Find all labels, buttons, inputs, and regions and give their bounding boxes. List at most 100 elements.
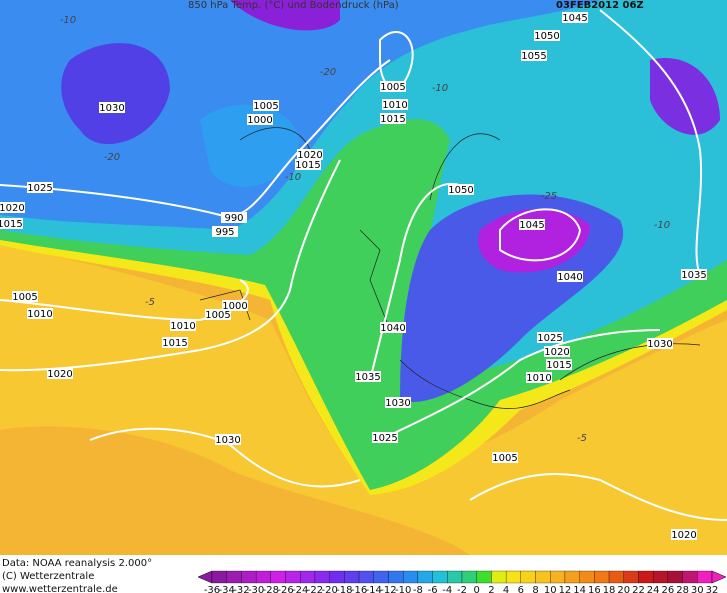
cool-patch xyxy=(200,104,300,187)
isobar xyxy=(0,59,391,218)
colorbar-tick-label: 8 xyxy=(532,585,538,593)
colorbar-tick-label: -2 xyxy=(457,585,467,593)
isobar-label-bg xyxy=(0,202,25,213)
colorbar-cell xyxy=(608,570,624,584)
colorbar-cell xyxy=(270,570,286,584)
colorbar-cell xyxy=(211,570,227,584)
colorbar-cell xyxy=(550,570,566,584)
footer-copyright: (C) Wetterzentrale xyxy=(2,571,94,582)
isobar-label-bg xyxy=(647,338,673,349)
colorbar-tick-label: 22 xyxy=(632,585,645,593)
isobar-label: 1030 xyxy=(385,398,410,409)
colorbar-cell xyxy=(285,570,301,584)
colorbar-cell xyxy=(314,570,330,584)
colorbar-tick-label: -24 xyxy=(292,585,308,593)
colorbar-cell xyxy=(653,570,669,584)
isobar-label-bg xyxy=(162,337,188,348)
isobar-label-bg xyxy=(215,434,241,445)
isobar-label: 1025 xyxy=(372,433,397,444)
colorbar-tick-label: 30 xyxy=(691,585,704,593)
colorbar-cell xyxy=(388,570,404,584)
isobar xyxy=(379,329,661,441)
colorbar-cell xyxy=(505,570,521,584)
isobar-label: 1020 xyxy=(47,369,72,380)
isobar-label-bg xyxy=(27,182,53,193)
colorbar-cell xyxy=(520,570,536,584)
isobar-label: 1025 xyxy=(537,333,562,344)
isobar-label: 1005 xyxy=(253,101,278,112)
isobar-label: 1055 xyxy=(521,51,546,62)
isobar-label-bg xyxy=(519,219,545,230)
colorbar-tick-label: -28 xyxy=(263,585,279,593)
isobar-label: 1015 xyxy=(295,160,320,171)
isobar-label: 1030 xyxy=(215,435,240,446)
colorbar-tick-label: 28 xyxy=(676,585,689,593)
temperature-label: -5 xyxy=(145,297,155,308)
colorbar-tick-label: 12 xyxy=(559,585,572,593)
colorbar-tick-label: 18 xyxy=(603,585,616,593)
colorbar-tick-label: -26 xyxy=(277,585,293,593)
colorbar-cell xyxy=(241,570,257,584)
colorbar-cell xyxy=(432,570,448,584)
colorbar-cell xyxy=(491,570,507,584)
colorbar-cell xyxy=(638,570,654,584)
colorbar-cell xyxy=(300,570,316,584)
colorbar-cell xyxy=(535,570,551,584)
isobar xyxy=(0,279,249,322)
temperature-label: -20 xyxy=(320,67,336,78)
isobar-label: 1030 xyxy=(99,103,124,114)
colorbar-tick-label: 24 xyxy=(647,585,660,593)
colorbar-tick-label: -18 xyxy=(336,585,352,593)
isobar-label: 1015 xyxy=(162,338,187,349)
temperature-label: -25 xyxy=(541,191,557,202)
isobar xyxy=(469,473,727,521)
colorbar-tick-label: 0 xyxy=(474,585,480,593)
footer-source: Data: NOAA reanalysis 2.000° xyxy=(2,558,152,569)
colorbar-tick-label: -6 xyxy=(428,585,438,593)
map xyxy=(0,0,727,555)
cold-core-west xyxy=(61,43,170,145)
colorbar-cell xyxy=(564,570,580,584)
isobar-label: 1005 xyxy=(205,310,230,321)
colorbar-tick-label: 6 xyxy=(518,585,524,593)
isobar-label-bg xyxy=(546,359,572,370)
colorbar-tick-label: -32 xyxy=(233,585,249,593)
isobar-label-bg xyxy=(537,332,563,343)
colorbar-cell xyxy=(682,570,698,584)
temperature-label: -5 xyxy=(577,433,587,444)
isobar-label-bg xyxy=(671,529,697,540)
colorbar-end xyxy=(711,570,727,584)
isobar-label: 1050 xyxy=(534,31,559,42)
isobar-label: 1015 xyxy=(546,360,571,371)
colorbar-tick-label: 10 xyxy=(544,585,557,593)
isobar-label-bg xyxy=(47,368,73,379)
isobar-label-bg xyxy=(380,113,406,124)
isobar-label-bg xyxy=(492,452,518,463)
colorbar-cell xyxy=(579,570,595,584)
colorbar-cell xyxy=(447,570,463,584)
isobar-label: 1025 xyxy=(27,183,52,194)
colorbar-cell xyxy=(697,570,713,584)
isobar-label: 1040 xyxy=(557,272,582,283)
isobar-label-bg xyxy=(385,397,411,408)
isobar-label-bg xyxy=(253,100,279,111)
isobar-label: 1005 xyxy=(380,82,405,93)
colorbar-cell xyxy=(226,570,242,584)
isobar-label: 1050 xyxy=(448,185,473,196)
isobar-label: 1010 xyxy=(170,321,195,332)
isobar-label-bg xyxy=(170,320,196,331)
colorbar-tick-label: -36 xyxy=(204,585,220,593)
cold-core-north xyxy=(230,0,340,31)
colorbar-tick-label: -10 xyxy=(395,585,411,593)
isobar-label-bg xyxy=(521,50,547,61)
isobar-label: 1045 xyxy=(562,13,587,24)
isobar-label-bg xyxy=(99,102,125,113)
colorbar-tick-label: -22 xyxy=(307,585,323,593)
isobar-label: 1005 xyxy=(492,453,517,464)
isobar xyxy=(379,30,414,90)
colorbar-cell xyxy=(476,570,492,584)
temperature-label: -10 xyxy=(432,83,448,94)
colorbar-cell xyxy=(358,570,374,584)
isobar-label-bg xyxy=(380,322,406,333)
colorbar-tick-label: -30 xyxy=(248,585,264,593)
